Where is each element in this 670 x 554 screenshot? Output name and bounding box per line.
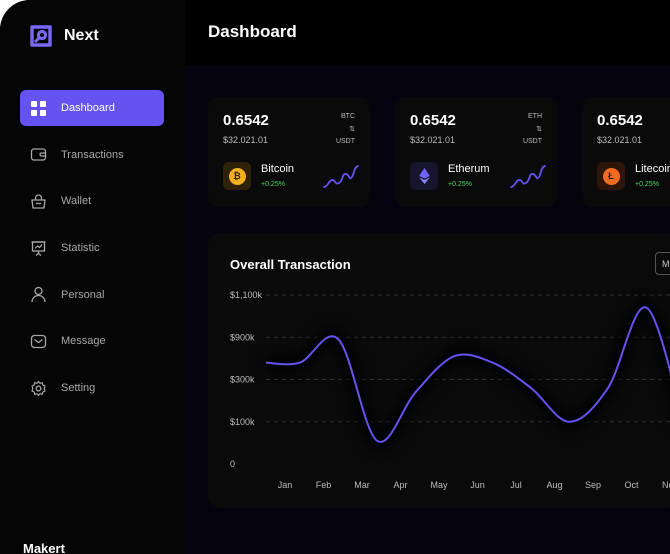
bitcoin-icon: ₿ (228, 167, 246, 185)
y-axis: $1,100k $900k $300k $100k 0 (230, 290, 263, 469)
coin-quote: USDT (522, 138, 542, 145)
sidebar-item-dashboard[interactable]: Dashboard (20, 90, 164, 126)
x-tick-label: Apr (393, 480, 407, 490)
coin-pair[interactable]: ETH ⇅ USDT (523, 111, 542, 149)
coin-price: 0.6542 (410, 112, 456, 129)
sidebar-item-label: Message (61, 335, 106, 348)
gear-icon (31, 380, 46, 396)
sidebar-item-setting[interactable]: Setting (20, 370, 164, 406)
coin-card-ethereum[interactable]: 0.6542 $32.021.01 ETH ⇅ USDT Etherum +0.… (395, 97, 557, 207)
series-points (299, 307, 647, 441)
x-tick-label: May (430, 480, 448, 490)
coin-icon-tile: ₿ (223, 162, 251, 190)
x-tick-label: Mar (354, 480, 370, 490)
sidebar-item-label: Transactions (61, 148, 124, 161)
y-tick-label: $300k (230, 375, 255, 385)
bag-icon (31, 194, 46, 209)
y-tick-label: $100k (230, 417, 255, 427)
logo-icon (30, 25, 52, 47)
coin-name: Etherum (448, 163, 490, 175)
sidebar: Next Dashboard Transactions Wallet Stati… (0, 0, 185, 554)
chart-title: Overall Transaction (230, 257, 351, 272)
swap-arrows-icon: ⇅ (536, 125, 542, 133)
coin-price: 0.6542 (597, 112, 643, 129)
app-name: Next (64, 27, 99, 44)
x-tick-label: Oct (624, 480, 639, 490)
sidebar-nav: Dashboard Transactions Wallet Statistic … (20, 90, 164, 417)
coin-usd-value: $32.021.01 (597, 135, 643, 145)
swap-arrows-icon: ⇅ (349, 125, 355, 133)
sidebar-item-transactions[interactable]: Transactions (20, 137, 164, 173)
sidebar-item-label: Dashboard (61, 102, 115, 114)
logo[interactable]: Next (30, 25, 99, 47)
sidebar-item-wallet[interactable]: Wallet (20, 183, 164, 219)
coin-name: Litecoin (635, 163, 670, 175)
coin-usd-value: $32.021.01 (410, 135, 456, 145)
presentation-chart-icon (31, 240, 46, 256)
coin-usd-value: $32.021.01 (223, 135, 269, 145)
market-section-title: Makert (23, 541, 65, 554)
x-tick-label: Jun (470, 480, 485, 490)
x-tick-label: Jan (278, 480, 293, 490)
coin-symbol: BTC (341, 113, 355, 120)
overall-transaction-card: Overall Transaction M $1,100k $900k $300k $… (208, 233, 670, 508)
coin-quote: USDT (335, 138, 355, 145)
coin-icon-tile: Ł (597, 162, 625, 190)
grid-icon (31, 100, 46, 116)
wallet-card-icon (30, 148, 47, 161)
coin-change: +0.25% (261, 181, 285, 188)
ethereum-icon (418, 168, 430, 184)
page-title: Dashboard (208, 22, 297, 41)
message-icon (30, 334, 47, 349)
period-select[interactable]: M (655, 252, 670, 275)
sidebar-item-label: Statistic (61, 242, 100, 255)
y-tick-label: $900k (230, 332, 255, 342)
coin-card-bitcoin[interactable]: 0.6542 $32.021.01 BTC ⇅ USDT ₿ Bitcoin +… (208, 97, 370, 207)
sidebar-item-label: Setting (61, 382, 96, 395)
sidebar-item-personal[interactable]: Personal (20, 277, 164, 313)
coin-change: +0.25% (448, 181, 472, 188)
sidebar-item-message[interactable]: Message (20, 323, 164, 359)
x-tick-label: Aug (546, 480, 562, 490)
coin-change: +0.25% (635, 181, 659, 188)
sidebar-item-statistic[interactable]: Statistic (20, 230, 164, 266)
x-axis: Jan Feb Mar Apr May Jun Jul Aug Sep Oct Nov (278, 480, 670, 490)
coin-price: 0.6542 (223, 112, 269, 129)
coin-pair[interactable]: BTC ⇅ USDT (336, 111, 355, 149)
coin-name: Bitcoin (261, 163, 295, 175)
x-tick-label: Nov (662, 480, 670, 490)
x-tick-label: Jul (510, 480, 522, 490)
x-tick-label: Sep (585, 480, 601, 490)
sidebar-item-label: Personal (61, 288, 105, 301)
y-tick-label: $1,100k (230, 290, 263, 300)
y-tick-label: 0 (230, 459, 235, 469)
sparkline (323, 165, 359, 188)
x-tick-label: Feb (316, 480, 332, 490)
coin-card-litecoin[interactable]: 0.6542 $32.021.01 Ł Litecoin +0.25% (582, 97, 670, 207)
coin-icon-tile (410, 162, 438, 190)
sparkline (510, 165, 546, 188)
sidebar-item-label: Wallet (61, 195, 92, 208)
litecoin-icon: Ł (602, 167, 620, 185)
user-icon (31, 287, 46, 303)
coin-symbol: ETH (528, 113, 542, 120)
